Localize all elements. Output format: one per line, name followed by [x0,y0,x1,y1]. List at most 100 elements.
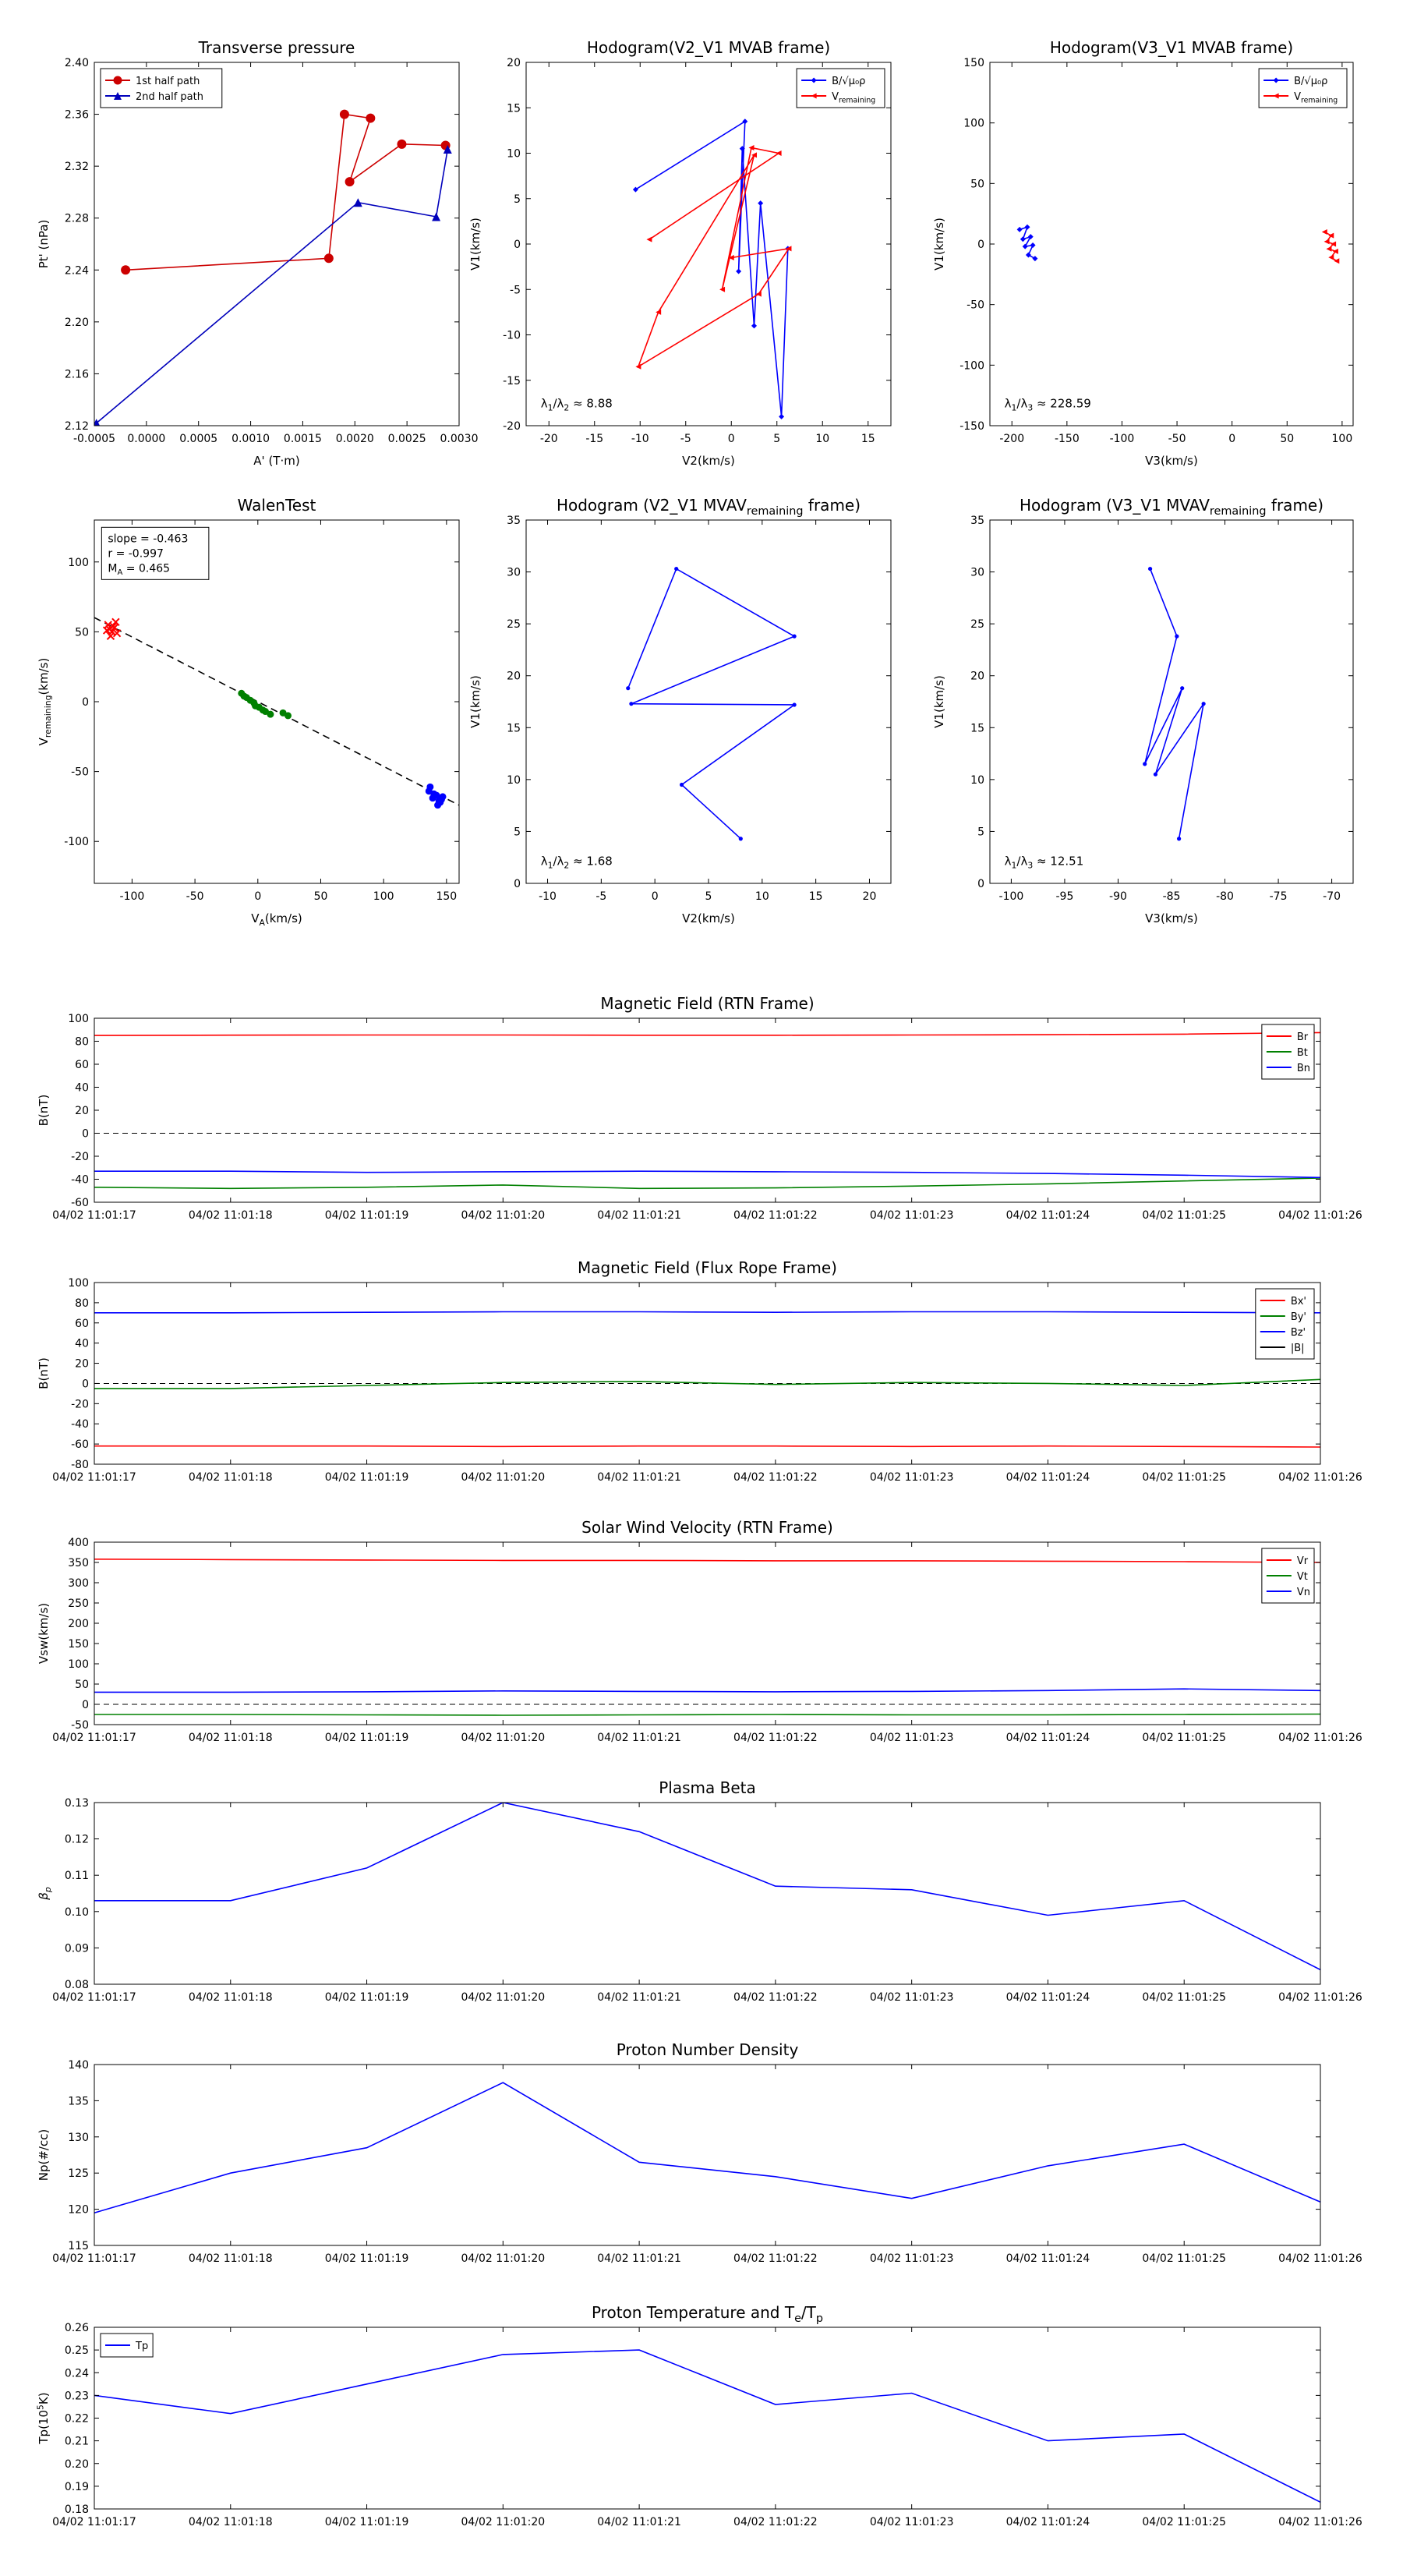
y-tick-label: 0.24 [65,2367,89,2380]
chart-transverse-pressure: -0.0005 0.0000 0.0005 0.0010 0.0015 0.0020 0.0… [37,38,479,468]
tspan: 150 [963,57,984,69]
y-tick-label: -15 [503,375,521,387]
y-tick-label: 150 [68,1638,89,1651]
y-tick-label: -50 [967,299,984,312]
y-tick-label: 20 [507,671,521,683]
tspan: V1(km/s) [468,218,482,271]
markers-1st-half-points [102,617,122,640]
x-tick-label: 04/02 11:01:21 [597,1209,681,1222]
tspan: -0.0005 [73,433,115,445]
tspan: 04/02 11:01:18 [189,1991,273,2004]
y-tick-label: 50 [75,626,89,639]
y-tick-label: 0.08 [65,1979,89,1991]
tspan: 0 [1228,433,1235,445]
markers-b [1016,224,1038,262]
tspan: Tp(10 [37,2410,51,2445]
tspan: -100 [120,890,145,903]
tspan: 80 [75,1297,89,1310]
y-axis-label: Vremaining(km/s) [37,658,53,746]
tspan: 30 [970,567,984,579]
tspan: -75 [1270,890,1288,903]
legend-label: Bn [1297,1063,1310,1074]
tspan: V1(km/s) [932,675,946,728]
legend-label: 2nd half path [136,91,203,103]
tspan: p [43,1887,53,1893]
tspan: -95 [1056,890,1074,903]
tspan: 40 [75,1338,89,1350]
tspan: 0.0000 [127,433,165,445]
y-tick-label: 100 [68,1277,89,1290]
tspan: 2 [564,402,569,412]
tspan: 04/02 11:01:18 [189,1471,273,1484]
tspan: 2.20 [65,317,89,329]
y-tick-label: 0.20 [65,2458,89,2471]
x-tick-label: 04/02 11:01:23 [870,2516,954,2528]
chart-proton-temp: 04/02 11:01:17 04/02 11:01:18 04/02 11:01:… [35,2303,1362,2528]
y-tick-label: 0.23 [65,2390,89,2402]
series-layer [94,2082,1320,2213]
y-axis: 115 120 125 130 135 140 [68,2059,1320,2252]
x-tick-label: -70 [1323,890,1341,903]
tspan: 04/02 11:01:20 [461,1471,545,1484]
y-tick-label: 30 [970,567,984,579]
x-axis-label: A' (T·m) [253,454,299,468]
y-tick-label: 60 [75,1059,89,1071]
x-tick-label: -5 [595,890,606,903]
tspan: ≈ 1.68 [569,855,613,869]
x-tick-label: 04/02 11:01:21 [597,1471,681,1484]
x-tick-label: 04/02 11:01:25 [1142,1209,1226,1222]
y-tick-label: 0.13 [65,1797,89,1810]
x-tick-label: -15 [585,433,603,445]
marker [267,710,274,718]
tspan: 0.21 [65,2436,89,2448]
tspan: 04/02 11:01:24 [1006,1471,1090,1484]
legend: Tp [100,2333,154,2358]
tspan: V [1294,91,1301,103]
tspan: 04/02 11:01:19 [325,1209,409,1222]
x-tick-label: 0 [728,433,735,445]
tspan: 35 [507,515,521,527]
tspan: 350 [68,1557,89,1569]
y-tick-label: 0.21 [65,2436,89,2448]
annotation-line: slope = -0.463 [108,533,188,545]
tspan: 100 [68,1658,89,1671]
tspan: 35 [970,515,984,527]
x-tick-label: 04/02 11:01:23 [870,1209,954,1222]
tspan: 0.19 [65,2481,89,2493]
tspan: 0 [514,239,521,251]
chart-proton-density: 04/02 11:01:17 04/02 11:01:18 04/02 11:01:… [37,2040,1362,2265]
x-axis-label: V2(km/s) [682,911,735,925]
x-axis: 04/02 11:01:17 04/02 11:01:18 04/02 11:01:… [52,1803,1362,2004]
tspan: 04/02 11:01:23 [870,2516,954,2528]
x-tick-label: 04/02 11:01:19 [325,2516,409,2528]
tspan: 0 [652,890,659,903]
tspan: 04/02 11:01:21 [597,2516,681,2528]
tspan: Proton Temperature and T [592,2303,795,2322]
series-np [94,2082,1320,2213]
y-axis: -100 -50 0 50 100 [64,557,459,848]
tspan: 2.40 [65,57,89,69]
x-axis: -100 -95 -90 -85 -80 -75 -70 [999,520,1341,903]
marker [240,692,248,700]
x-tick-label: 0.0010 [231,433,270,445]
tspan: M [108,562,117,575]
tspan: Hodogram (V2_V1 MVAV [557,496,747,515]
y-tick-label: 15 [507,722,521,734]
series-tp [94,2349,1320,2503]
axes-frame [94,1282,1321,1465]
tspan: 04/02 11:01:17 [52,2252,136,2265]
tspan: 5 [35,2404,45,2410]
x-tick-label: -100 [999,890,1024,903]
markers-1st-half-path [121,109,451,275]
marker [719,286,726,292]
y-tick-label: 5 [977,826,984,838]
tspan: 0.26 [65,2322,89,2334]
tspan: 0.0010 [231,433,270,445]
x-tick-label: 04/02 11:01:26 [1278,2516,1362,2528]
tspan: -85 [1163,890,1181,903]
tspan: 1 [1012,860,1017,870]
tspan: ≈ 228.59 [1033,397,1091,411]
annotation: λ1/λ3 ≈ 12.51 [1005,855,1084,871]
tspan: 20 [75,1105,89,1117]
tspan: Vn [1297,1587,1310,1598]
